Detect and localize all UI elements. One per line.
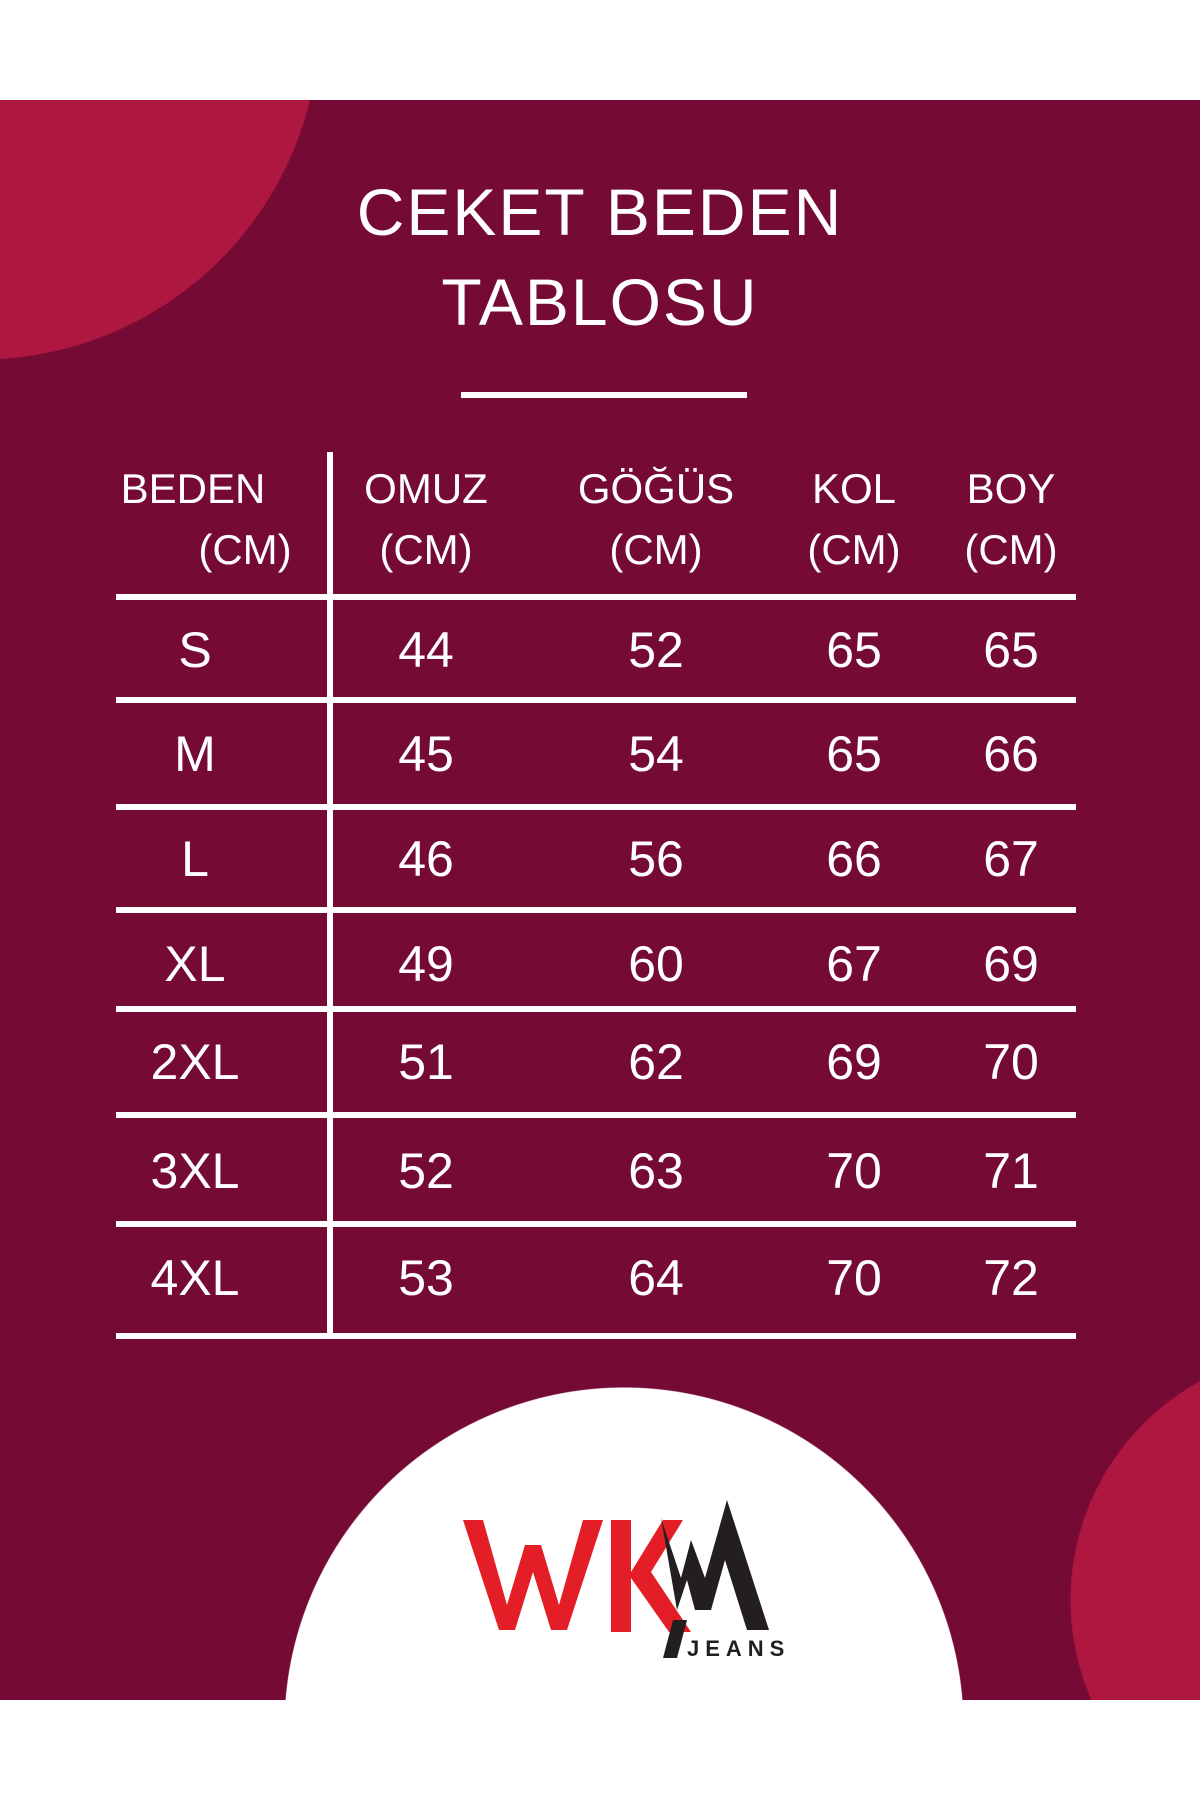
cell-boy: 69 bbox=[983, 936, 1039, 992]
logo-m bbox=[661, 1500, 769, 1630]
wkm-jeans-logo: JEANS bbox=[463, 1500, 785, 1660]
cell-omuz: 46 bbox=[398, 831, 454, 887]
cell-gogus: 52 bbox=[628, 622, 684, 678]
logo-m-stem bbox=[663, 1620, 687, 1658]
cell-gogus: 60 bbox=[628, 936, 684, 992]
header-beden-unit: (CM) bbox=[198, 526, 292, 573]
cell-gogus: 54 bbox=[628, 726, 684, 782]
header-omuz-unit: (CM) bbox=[379, 526, 473, 573]
header-kol: KOL bbox=[811, 465, 897, 512]
row-divider bbox=[116, 1006, 1076, 1012]
header-boy: BOY bbox=[966, 465, 1056, 512]
cell-omuz: 45 bbox=[398, 726, 454, 782]
top-margin bbox=[0, 0, 1200, 100]
logo-w bbox=[463, 1520, 603, 1630]
row-divider bbox=[116, 1112, 1076, 1118]
header-boy-unit: (CM) bbox=[964, 526, 1058, 573]
logo-jeans-text: JEANS bbox=[687, 1636, 785, 1660]
cell-beden: XL bbox=[164, 936, 226, 992]
cell-beden: L bbox=[181, 831, 209, 887]
logo-k bbox=[611, 1520, 691, 1632]
title-line-1: CEKET BEDEN bbox=[356, 175, 844, 249]
cell-boy: 70 bbox=[983, 1034, 1039, 1090]
column-divider bbox=[327, 452, 333, 1336]
cell-kol: 65 bbox=[826, 622, 882, 678]
cell-boy: 71 bbox=[983, 1143, 1039, 1199]
cell-kol: 70 bbox=[826, 1143, 882, 1199]
bottom-margin bbox=[0, 1700, 1200, 1800]
cell-omuz: 53 bbox=[398, 1250, 454, 1306]
cell-boy: 67 bbox=[983, 831, 1039, 887]
row-divider bbox=[116, 697, 1076, 703]
row-divider bbox=[116, 1221, 1076, 1227]
cell-gogus: 63 bbox=[628, 1143, 684, 1199]
cell-kol: 69 bbox=[826, 1034, 882, 1090]
cell-kol: 70 bbox=[826, 1250, 882, 1306]
row-divider bbox=[116, 804, 1076, 810]
cell-kol: 65 bbox=[826, 726, 882, 782]
cell-kol: 67 bbox=[826, 936, 882, 992]
cell-beden: 2XL bbox=[150, 1034, 240, 1090]
cell-gogus: 56 bbox=[628, 831, 684, 887]
cell-omuz: 44 bbox=[398, 622, 454, 678]
cell-beden: M bbox=[174, 726, 216, 782]
cell-boy: 72 bbox=[983, 1250, 1039, 1306]
background-panel: CEKET BEDEN TABLOSU BEDEN (CM) OMUZ (CM) GÖĞ… bbox=[0, 100, 1200, 1700]
cell-boy: 65 bbox=[983, 622, 1039, 678]
cell-omuz: 49 bbox=[398, 936, 454, 992]
cell-kol: 66 bbox=[826, 831, 882, 887]
header-gogus-unit: (CM) bbox=[609, 526, 703, 573]
header-gogus: GÖĞÜS bbox=[577, 465, 735, 512]
row-divider bbox=[116, 907, 1076, 913]
header-omuz: OMUZ bbox=[364, 465, 488, 512]
header-kol-unit: (CM) bbox=[807, 526, 901, 573]
cell-boy: 66 bbox=[983, 726, 1039, 782]
cell-gogus: 64 bbox=[628, 1250, 684, 1306]
row-divider bbox=[116, 1333, 1076, 1339]
row-divider bbox=[116, 594, 1076, 600]
cell-beden: 3XL bbox=[150, 1143, 240, 1199]
cell-omuz: 51 bbox=[398, 1034, 454, 1090]
cell-omuz: 52 bbox=[398, 1143, 454, 1199]
title-underline bbox=[461, 392, 747, 398]
title-line-2: TABLOSU bbox=[441, 265, 759, 339]
cell-beden: S bbox=[178, 622, 212, 678]
header-beden: BEDEN bbox=[120, 465, 266, 512]
cell-beden: 4XL bbox=[150, 1250, 240, 1306]
cell-gogus: 62 bbox=[628, 1034, 684, 1090]
